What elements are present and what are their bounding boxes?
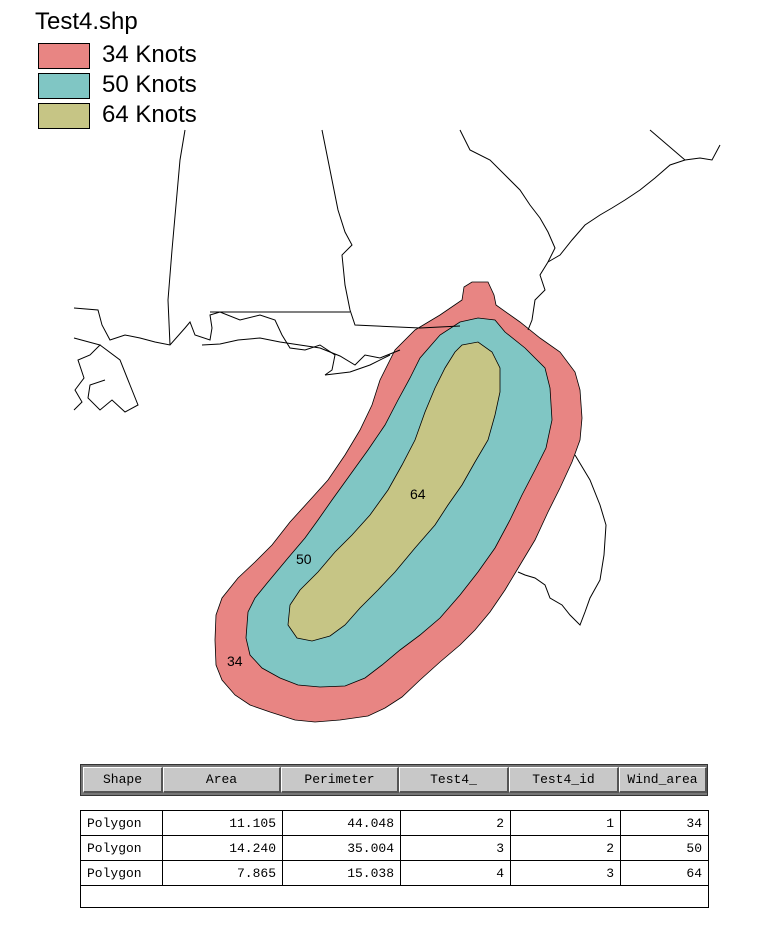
cell-area[interactable]: 11.105 xyxy=(163,811,283,835)
cell-perimeter[interactable]: 44.048 xyxy=(283,811,401,835)
cell-area[interactable]: 7.865 xyxy=(163,861,283,885)
cell-shape[interactable]: Polygon xyxy=(81,811,163,835)
column-header-test4[interactable]: Test4_ xyxy=(399,767,509,793)
zone-label-34: 34 xyxy=(227,653,243,669)
legend-label-34: 34 Knots xyxy=(102,41,197,68)
legend-swatch-50 xyxy=(38,73,90,99)
cell-shape[interactable]: Polygon xyxy=(81,836,163,860)
cell-perimeter[interactable]: 35.004 xyxy=(283,836,401,860)
column-header-perimeter[interactable]: Perimeter xyxy=(281,767,399,793)
cell-wind-area[interactable]: 34 xyxy=(686,816,702,831)
table-row[interactable]: Polygon 7.865 15.038 4 3 64 xyxy=(81,861,708,886)
legend-swatch-64 xyxy=(38,103,90,129)
table-header: Shape Area Perimeter Test4_ Test4_id Win… xyxy=(80,764,708,796)
cell-test4-id[interactable]: 1 xyxy=(511,811,621,835)
column-header-shape[interactable]: Shape xyxy=(83,767,163,793)
cell-test4[interactable]: 3 xyxy=(401,836,511,860)
legend-label-50: 50 Knots xyxy=(102,71,197,98)
coastlines xyxy=(73,129,721,626)
table-row[interactable]: Polygon 14.240 35.004 3 2 50 xyxy=(81,836,708,861)
column-header-wind-area[interactable]: Wind_area xyxy=(619,767,707,793)
zone-label-50: 50 xyxy=(296,551,312,567)
column-header-area[interactable]: Area xyxy=(163,767,281,793)
table-row[interactable]: Polygon 11.105 44.048 2 1 34 xyxy=(81,811,708,836)
cell-perimeter[interactable]: 15.038 xyxy=(283,861,401,885)
wind-zone-64-polygon[interactable] xyxy=(287,341,501,642)
legend-title: Test4.shp xyxy=(35,8,138,35)
legend-label-64: 64 Knots xyxy=(102,101,197,128)
zone-label-64: 64 xyxy=(410,486,426,502)
table-body: Polygon 11.105 44.048 2 1 34 Polygon 14.… xyxy=(80,810,709,908)
cell-shape[interactable]: Polygon xyxy=(81,861,163,885)
map-canvas[interactable]: 34 50 64 xyxy=(0,0,758,760)
cell-test4-id[interactable]: 2 xyxy=(511,836,621,860)
cell-wind-area[interactable]: 64 xyxy=(686,866,702,881)
cell-test4[interactable]: 4 xyxy=(401,861,511,885)
cell-area[interactable]: 14.240 xyxy=(163,836,283,860)
cell-wind-area[interactable]: 50 xyxy=(686,841,702,856)
column-header-test4-id[interactable]: Test4_id xyxy=(509,767,619,793)
cell-test4[interactable]: 2 xyxy=(401,811,511,835)
legend-swatch-34 xyxy=(38,43,90,69)
cell-test4-id[interactable]: 3 xyxy=(511,861,621,885)
